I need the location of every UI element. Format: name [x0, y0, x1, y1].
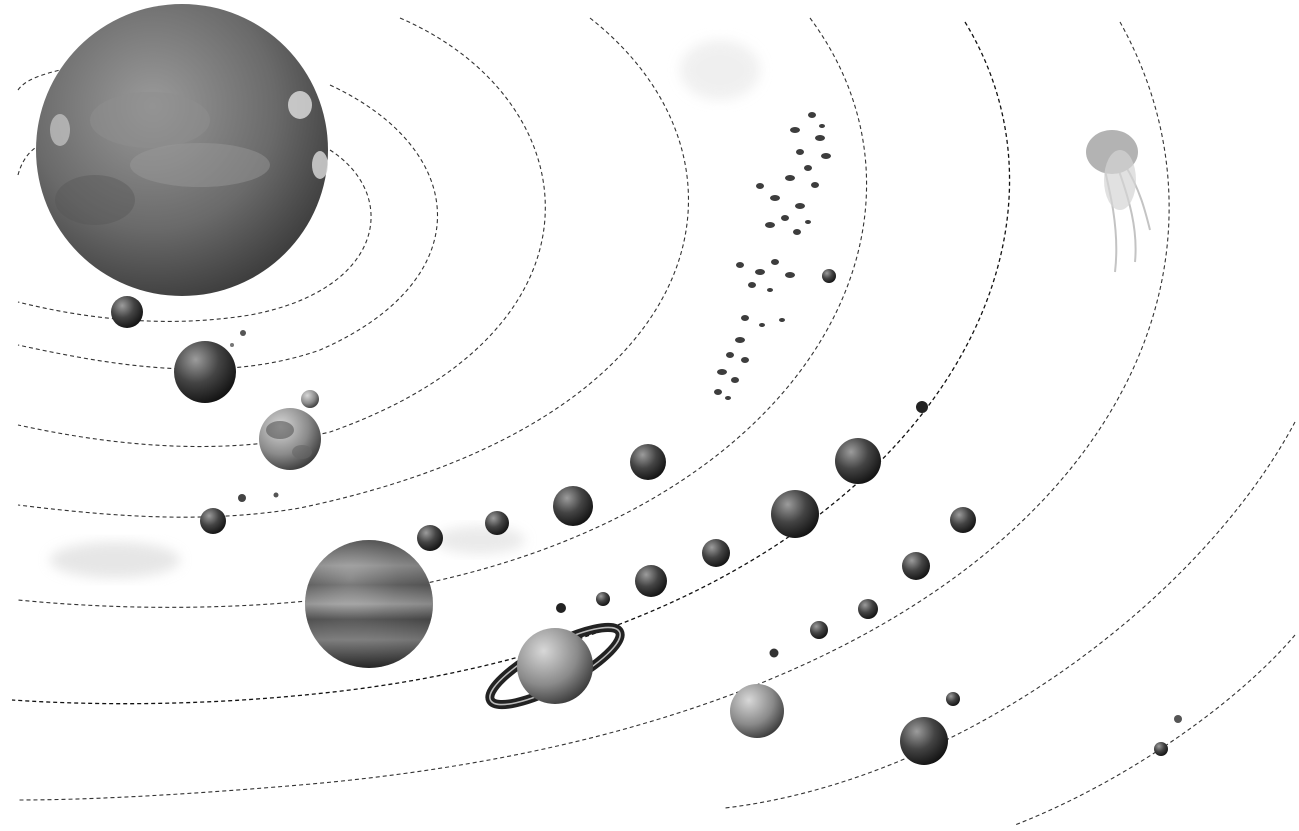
dwarf-planet-ceres	[822, 269, 836, 283]
planet-jupiter	[305, 540, 433, 668]
uranus-moon	[858, 599, 878, 619]
saturn-moon	[635, 565, 667, 597]
saturn-moon	[556, 603, 566, 613]
pluto-moon	[1174, 715, 1182, 723]
planet-earth	[259, 408, 321, 470]
orbit-inner-left	[17, 69, 61, 91]
uranus-moon	[902, 552, 930, 580]
saturn-moon	[771, 490, 819, 538]
saturn-moon	[835, 438, 881, 484]
orbit-jupiter	[17, 17, 868, 608]
orbit-pluto	[1014, 634, 1296, 826]
moon-icon	[230, 343, 234, 347]
earth-moon	[301, 390, 319, 408]
jupiter-moon	[417, 525, 443, 551]
uranus-moon	[810, 621, 828, 639]
uranus-moon	[950, 507, 976, 533]
planet-saturn	[485, 622, 625, 710]
orbit-paths	[11, 17, 1296, 826]
saturn-moon	[916, 401, 928, 413]
orbit-earth	[17, 17, 546, 448]
neptune-moon	[946, 692, 960, 706]
orbit-saturn	[11, 21, 1011, 705]
moon-icon	[238, 494, 246, 502]
planet-mars	[200, 508, 226, 534]
planet-pluto	[1154, 742, 1168, 756]
sun	[36, 4, 328, 296]
nebula-haze	[435, 526, 525, 554]
uranus-moon	[769, 648, 779, 658]
asteroid-belt	[714, 112, 831, 400]
planet-neptune	[900, 717, 948, 765]
nebula-haze	[680, 40, 760, 100]
saturn-moon	[702, 539, 730, 567]
comet	[1086, 130, 1151, 273]
saturn-moon	[596, 592, 610, 606]
orbit-uranus	[17, 21, 1170, 801]
planet-uranus	[730, 684, 784, 738]
jupiter-moon	[553, 486, 593, 526]
orbit-venus	[17, 84, 439, 370]
planet-mercury	[111, 296, 143, 328]
orbit-neptune	[724, 421, 1296, 809]
jupiter-moon	[485, 511, 509, 535]
planet-venus	[174, 341, 236, 403]
moon-icon	[273, 492, 279, 498]
orbit-mars	[17, 17, 690, 518]
orbit-mercury	[17, 149, 372, 322]
nebula-haze	[50, 542, 180, 578]
moon-icon	[240, 330, 246, 336]
jupiter-moon	[630, 444, 666, 480]
